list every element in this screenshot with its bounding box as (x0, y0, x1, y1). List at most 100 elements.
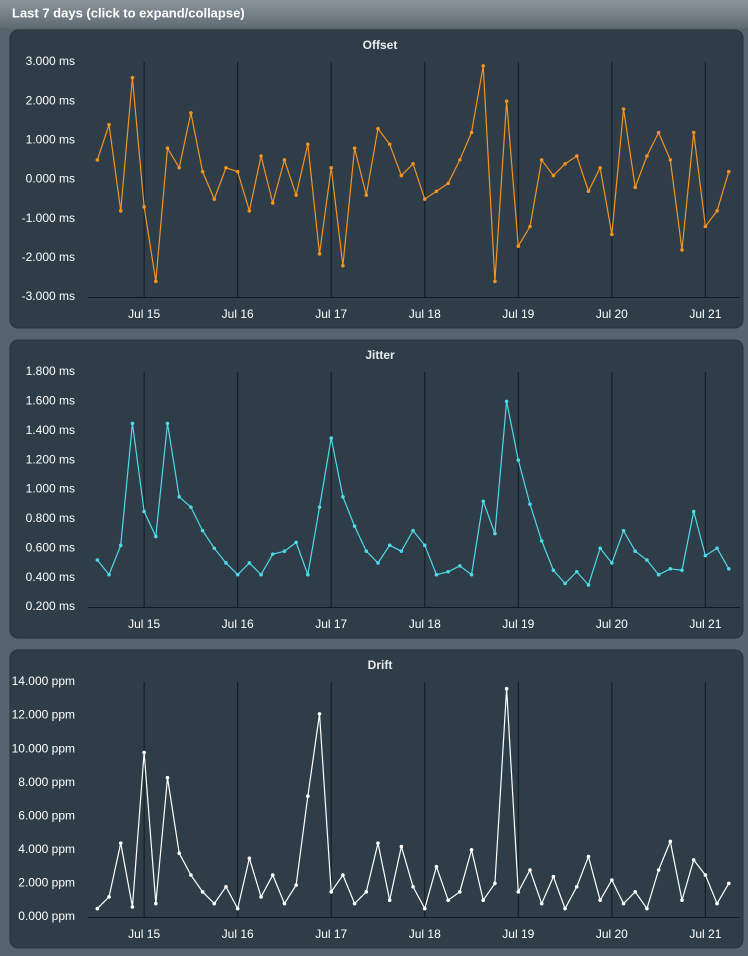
data-point (551, 173, 556, 178)
y-tick-label: 0.400 ms (26, 570, 75, 584)
data-point (130, 905, 135, 909)
panel-background (9, 29, 744, 329)
x-tick-label: Jul 16 (222, 617, 254, 631)
data-point (726, 881, 731, 886)
header-title[interactable]: Last 7 days (click to expand/collapse) (12, 5, 245, 20)
data-point (610, 232, 614, 237)
data-point (598, 898, 602, 903)
data-point (493, 881, 497, 886)
x-tick-label: Jul 16 (222, 927, 254, 941)
x-tick-label: Jul 19 (502, 927, 534, 941)
y-tick-label: 1.400 ms (26, 423, 75, 437)
data-point (528, 224, 532, 229)
data-point (270, 201, 275, 205)
data-point (306, 572, 310, 577)
header[interactable]: Last 7 days (click to expand/collapse) (0, 0, 748, 28)
data-point (341, 495, 345, 499)
data-point (142, 205, 146, 209)
data-point (656, 572, 661, 577)
data-point (411, 162, 415, 166)
data-point (329, 436, 334, 440)
data-point (551, 568, 556, 573)
data-point (633, 185, 638, 190)
x-tick-label: Jul 17 (315, 617, 347, 631)
data-point (691, 858, 696, 862)
data-point (189, 873, 193, 877)
data-point (118, 841, 123, 845)
x-tick-label: Jul 17 (315, 307, 347, 321)
data-point (691, 130, 696, 135)
data-point (154, 534, 158, 539)
data-point (493, 279, 497, 284)
chart-title: Drift (368, 658, 393, 672)
data-point (247, 209, 252, 213)
data-point (610, 878, 614, 882)
data-point (458, 158, 462, 162)
data-point (703, 224, 708, 229)
data-point (387, 543, 392, 548)
chart-panel: Drift 0.000 ppm 2.000 ppm 4.000 ppm 6.000 pp… (9, 649, 744, 949)
data-point (95, 558, 100, 562)
data-point (726, 567, 731, 571)
y-tick-label: 0.600 ms (26, 540, 75, 554)
x-tick-label: Jul 20 (596, 307, 628, 321)
data-point (306, 794, 310, 798)
data-point (118, 543, 123, 548)
data-point (504, 99, 509, 103)
data-point (399, 549, 404, 553)
data-point (633, 890, 638, 894)
data-point (574, 884, 579, 889)
data-point (282, 901, 287, 906)
y-tick-label: 2.000 ms (26, 93, 75, 107)
y-tick-label: 10.000 ppm (12, 741, 75, 755)
data-point (691, 509, 696, 514)
data-point (469, 130, 474, 135)
data-point (411, 884, 415, 889)
data-point (574, 569, 579, 574)
x-tick-label: Jul 15 (128, 307, 160, 321)
data-point (341, 263, 345, 268)
data-point (551, 874, 556, 879)
chart-title: Jitter (365, 348, 395, 362)
data-point (411, 528, 415, 533)
chart-panel: Offset -3.000 ms -2.000 ms -1.000 ms 0.000 m… (9, 29, 744, 329)
data-point (516, 890, 521, 894)
data-point (306, 142, 310, 147)
x-tick-label: Jul 17 (315, 927, 347, 941)
data-point (422, 906, 427, 911)
data-point (528, 868, 532, 872)
header-bar[interactable] (0, 0, 748, 28)
data-point (586, 583, 591, 587)
data-point (177, 495, 182, 499)
data-point (294, 540, 298, 545)
data-point (645, 906, 649, 911)
data-point (247, 561, 252, 565)
chart-title: Offset (363, 38, 398, 52)
data-point (668, 158, 673, 162)
data-point (563, 581, 567, 586)
data-point (189, 505, 193, 509)
data-point (142, 750, 146, 755)
data-point (586, 854, 591, 859)
data-point (621, 901, 626, 906)
data-point (259, 154, 263, 158)
data-point (317, 252, 322, 256)
data-point (95, 158, 100, 162)
data-point (107, 895, 111, 899)
data-point (434, 864, 439, 869)
data-point (469, 848, 474, 852)
x-tick-label: Jul 18 (409, 617, 441, 631)
data-point (715, 209, 719, 213)
data-point (352, 901, 357, 906)
data-point (165, 146, 170, 150)
data-point (458, 890, 462, 894)
data-point (270, 873, 275, 877)
data-point (656, 130, 661, 135)
y-tick-label: 12.000 ppm (12, 708, 75, 722)
data-point (668, 839, 673, 844)
data-point (154, 901, 158, 906)
data-point (282, 549, 287, 553)
data-point (434, 572, 439, 577)
x-tick-label: Jul 21 (689, 617, 721, 631)
